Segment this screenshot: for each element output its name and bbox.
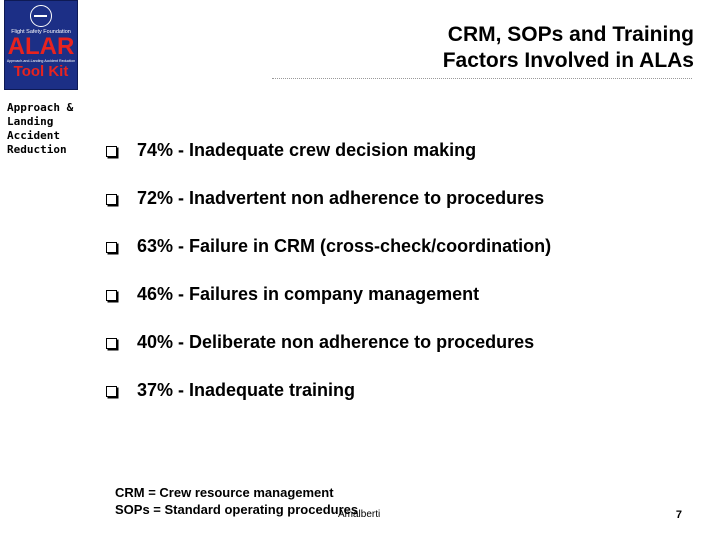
globe-emblem-icon bbox=[30, 5, 52, 27]
logo-toolkit-text: Tool Kit bbox=[13, 63, 69, 80]
bullet-text: 74% - Inadequate crew decision making bbox=[137, 139, 477, 160]
bullet-text: 40% - Deliberate non adherence to proced… bbox=[137, 331, 535, 352]
page-number: 7 bbox=[675, 509, 682, 521]
footer-author: Amalberti bbox=[338, 509, 381, 520]
slide-title: CRM, SOPs and Training Factors Involved … bbox=[443, 22, 694, 74]
bullet-item: 63% - Failure in CRM (cross-check/coordi… bbox=[106, 222, 551, 270]
square-bullet-icon bbox=[106, 145, 117, 157]
slide-title-line-2: Factors Involved in ALAs bbox=[442, 49, 694, 72]
bullet-item: 72% - Inadvertent non adherence to proce… bbox=[106, 174, 551, 222]
logo-subtitle: Approach-and-Landing Accident Reduction bbox=[6, 59, 76, 63]
bullet-text: 37% - Inadequate training bbox=[137, 379, 356, 400]
bullet-list: 74% - Inadequate crew decision making 72… bbox=[106, 126, 551, 414]
square-bullet-icon bbox=[106, 289, 117, 301]
logo-org-name: Flight Safety Foundation bbox=[11, 29, 71, 35]
bullet-item: 46% - Failures in company management bbox=[106, 270, 551, 318]
sidebar-label: Approach & Landing Accident Reduction bbox=[7, 101, 74, 156]
bullet-text: 46% - Failures in company management bbox=[137, 283, 480, 304]
logo-alar-text: ALAR bbox=[7, 33, 75, 60]
slide-title-line-1: CRM, SOPs and Training bbox=[447, 23, 694, 46]
legend-sops: SOPs = Standard operating procedures bbox=[115, 502, 359, 517]
bullet-item: 37% - Inadequate training bbox=[106, 366, 551, 414]
square-bullet-icon bbox=[106, 337, 117, 349]
abbreviation-legend: CRM = Crew resource management SOPs = St… bbox=[115, 484, 358, 518]
legend-crm: CRM = Crew resource management bbox=[115, 485, 334, 500]
title-divider bbox=[272, 78, 692, 79]
bullet-text: 63% - Failure in CRM (cross-check/coordi… bbox=[137, 235, 552, 256]
bullet-text: 72% - Inadvertent non adherence to proce… bbox=[137, 187, 545, 208]
alar-toolkit-logo: Flight Safety Foundation ALAR Approach-a… bbox=[4, 0, 78, 90]
square-bullet-icon bbox=[106, 385, 117, 397]
bullet-item: 74% - Inadequate crew decision making bbox=[106, 126, 551, 174]
square-bullet-icon bbox=[106, 241, 117, 253]
square-bullet-icon bbox=[106, 193, 117, 205]
bullet-item: 40% - Deliberate non adherence to proced… bbox=[106, 318, 551, 366]
